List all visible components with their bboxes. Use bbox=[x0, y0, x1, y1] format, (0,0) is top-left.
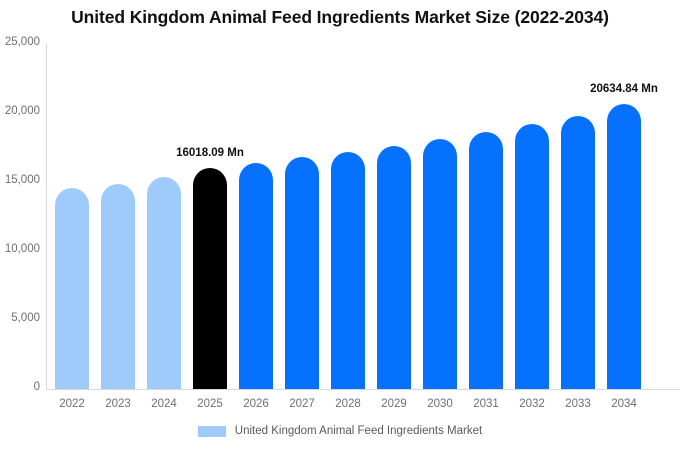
bar-2024[interactable] bbox=[147, 176, 181, 389]
x-axis-tick-label: 2025 bbox=[197, 398, 223, 410]
y-axis-line bbox=[46, 44, 47, 389]
bar-slot bbox=[509, 44, 555, 389]
bar-2025[interactable] bbox=[193, 167, 227, 389]
x-axis-tick-label: 2023 bbox=[105, 398, 131, 410]
x-axis-tick-label: 2027 bbox=[289, 398, 315, 410]
bar-value-label-2025: 16018.09 Mn bbox=[176, 146, 244, 159]
x-axis-tick-label: 2034 bbox=[611, 398, 637, 410]
bar-2026[interactable] bbox=[239, 162, 273, 389]
legend-item[interactable]: United Kingdom Animal Feed Ingredients M… bbox=[197, 425, 483, 437]
bar-value-label-2034: 20634.84 Mn bbox=[590, 83, 658, 96]
bar-slot bbox=[187, 44, 233, 389]
bar-slot bbox=[233, 44, 279, 389]
bar-2032[interactable] bbox=[515, 124, 549, 389]
bar-2034[interactable] bbox=[607, 104, 641, 389]
y-axis-tick-label: 0 bbox=[33, 381, 40, 393]
bar-slot bbox=[141, 44, 187, 389]
bar-slot bbox=[325, 44, 371, 389]
chart-legend: United Kingdom Animal Feed Ingredients M… bbox=[0, 425, 680, 437]
y-axis: 0 5,000 10,000 15,000 20,000 25,000 bbox=[0, 0, 40, 450]
bar-slot bbox=[371, 44, 417, 389]
bar-2031[interactable] bbox=[469, 131, 503, 389]
y-axis-tick-label: 15,000 bbox=[4, 174, 40, 186]
legend-label: United Kingdom Animal Feed Ingredients M… bbox=[234, 425, 483, 437]
bar-slot bbox=[463, 44, 509, 389]
x-axis-line bbox=[46, 389, 680, 390]
bar-2033[interactable] bbox=[561, 116, 595, 389]
chart-title: United Kingdom Animal Feed Ingredients M… bbox=[71, 7, 609, 27]
x-axis-tick-label: 2032 bbox=[519, 398, 545, 410]
bar-2023[interactable] bbox=[101, 183, 135, 389]
x-axis-tick-label: 2029 bbox=[381, 398, 407, 410]
plot-area bbox=[46, 44, 680, 389]
x-axis-tick-label: 2028 bbox=[335, 398, 361, 410]
y-axis-tick-label: 20,000 bbox=[4, 105, 40, 117]
bar-2028[interactable] bbox=[331, 151, 365, 389]
bar-slot bbox=[95, 44, 141, 389]
x-axis-tick-label: 2033 bbox=[565, 398, 591, 410]
bar-slot bbox=[555, 44, 601, 389]
x-axis-tick-label: 2026 bbox=[243, 398, 269, 410]
bar-2027[interactable] bbox=[285, 157, 319, 389]
bar-slot bbox=[49, 44, 95, 389]
bar-slot bbox=[601, 44, 647, 389]
x-axis-tick-label: 2022 bbox=[59, 398, 85, 410]
bar-2022[interactable] bbox=[55, 187, 89, 389]
bar-2029[interactable] bbox=[377, 145, 411, 389]
x-axis-tick-label: 2031 bbox=[473, 398, 499, 410]
bar-slot bbox=[417, 44, 463, 389]
legend-swatch-icon bbox=[197, 425, 226, 437]
y-axis-tick-label: 25,000 bbox=[4, 36, 40, 48]
bar-2030[interactable] bbox=[423, 138, 457, 389]
y-axis-tick-label: 5,000 bbox=[11, 312, 40, 324]
bar-slot bbox=[279, 44, 325, 389]
x-axis-tick-label: 2024 bbox=[151, 398, 177, 410]
y-axis-tick-label: 10,000 bbox=[4, 243, 40, 255]
x-axis-tick-label: 2030 bbox=[427, 398, 453, 410]
